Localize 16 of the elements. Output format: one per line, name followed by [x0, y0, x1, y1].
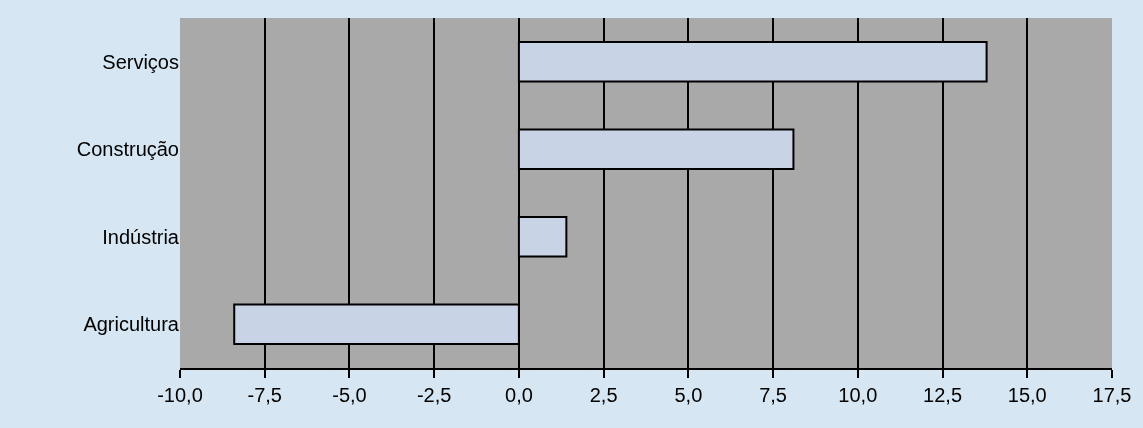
x-tick-label: 12,5: [923, 384, 963, 406]
x-tick-label: 17,5: [1092, 384, 1132, 406]
x-tick-label: -2,5: [416, 384, 452, 406]
x-tick-label: 2,5: [589, 384, 618, 406]
x-tick-label: -10,0: [157, 384, 203, 406]
x-tick-label: -5,0: [332, 384, 367, 406]
y-tick-label: Agricultura: [83, 313, 180, 336]
x-tick-label: 10,0: [838, 384, 878, 406]
y-tick-label: Serviços: [102, 50, 179, 73]
x-tick-label: -7,5: [247, 384, 282, 406]
y-tick-label: Indústria: [102, 225, 180, 248]
y-tick-label: Construção: [76, 138, 179, 161]
x-tick-label: 15,0: [1007, 384, 1047, 406]
x-tick-label: 7,5: [759, 384, 787, 406]
x-tick-label: 5,0: [674, 384, 703, 406]
x-tick-label: 0,0: [505, 384, 533, 406]
